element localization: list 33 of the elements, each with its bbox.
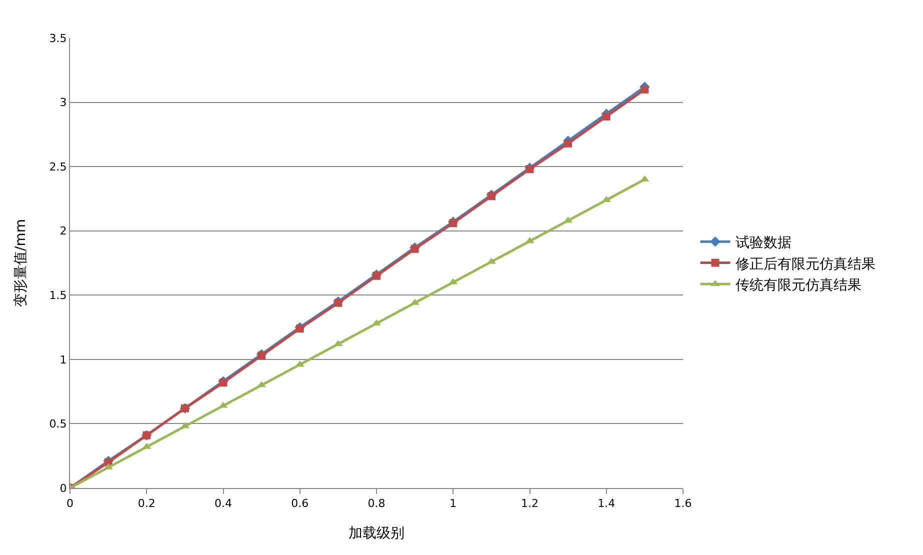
x-tick-label: 0.2 xyxy=(138,497,156,510)
x-axis-title: 加载级别 xyxy=(348,526,404,542)
x-tick-label: 0.6 xyxy=(291,497,309,510)
y-tick-label: 1 xyxy=(60,353,67,366)
y-tick-label: 3.5 xyxy=(49,32,67,45)
x-tick-label: 1.6 xyxy=(674,497,692,510)
y-tick-label: 2.5 xyxy=(49,160,67,174)
point xyxy=(487,192,496,200)
point xyxy=(449,219,458,228)
x-tick-label: 0.8 xyxy=(368,497,386,510)
point xyxy=(334,298,342,307)
legend-label: 修正后有限元仿真结果 xyxy=(735,256,876,272)
point xyxy=(296,324,304,333)
y-tick-label: 0.5 xyxy=(49,418,67,431)
x-tick-label: 1.2 xyxy=(521,497,538,510)
y-tick-label: 2 xyxy=(60,224,67,238)
point xyxy=(372,272,380,280)
legend-label: 传统有限元仿真结果 xyxy=(735,277,862,294)
point xyxy=(219,378,228,387)
point xyxy=(602,112,610,120)
point xyxy=(410,244,419,253)
point xyxy=(640,85,649,94)
x-tick-label: 0.4 xyxy=(214,497,232,510)
y-tick-label: 3 xyxy=(60,96,67,110)
legend-label: 试验数据 xyxy=(735,235,792,252)
point xyxy=(526,165,534,174)
y-tick-label: 0 xyxy=(60,482,67,495)
y-axis-title: 变形量值/mm xyxy=(12,219,29,307)
y-tick-label: 1.5 xyxy=(49,288,67,302)
x-tick-label: 1 xyxy=(450,497,457,510)
point xyxy=(258,352,266,360)
point xyxy=(564,139,572,148)
x-tick-label: 1.4 xyxy=(598,497,616,510)
